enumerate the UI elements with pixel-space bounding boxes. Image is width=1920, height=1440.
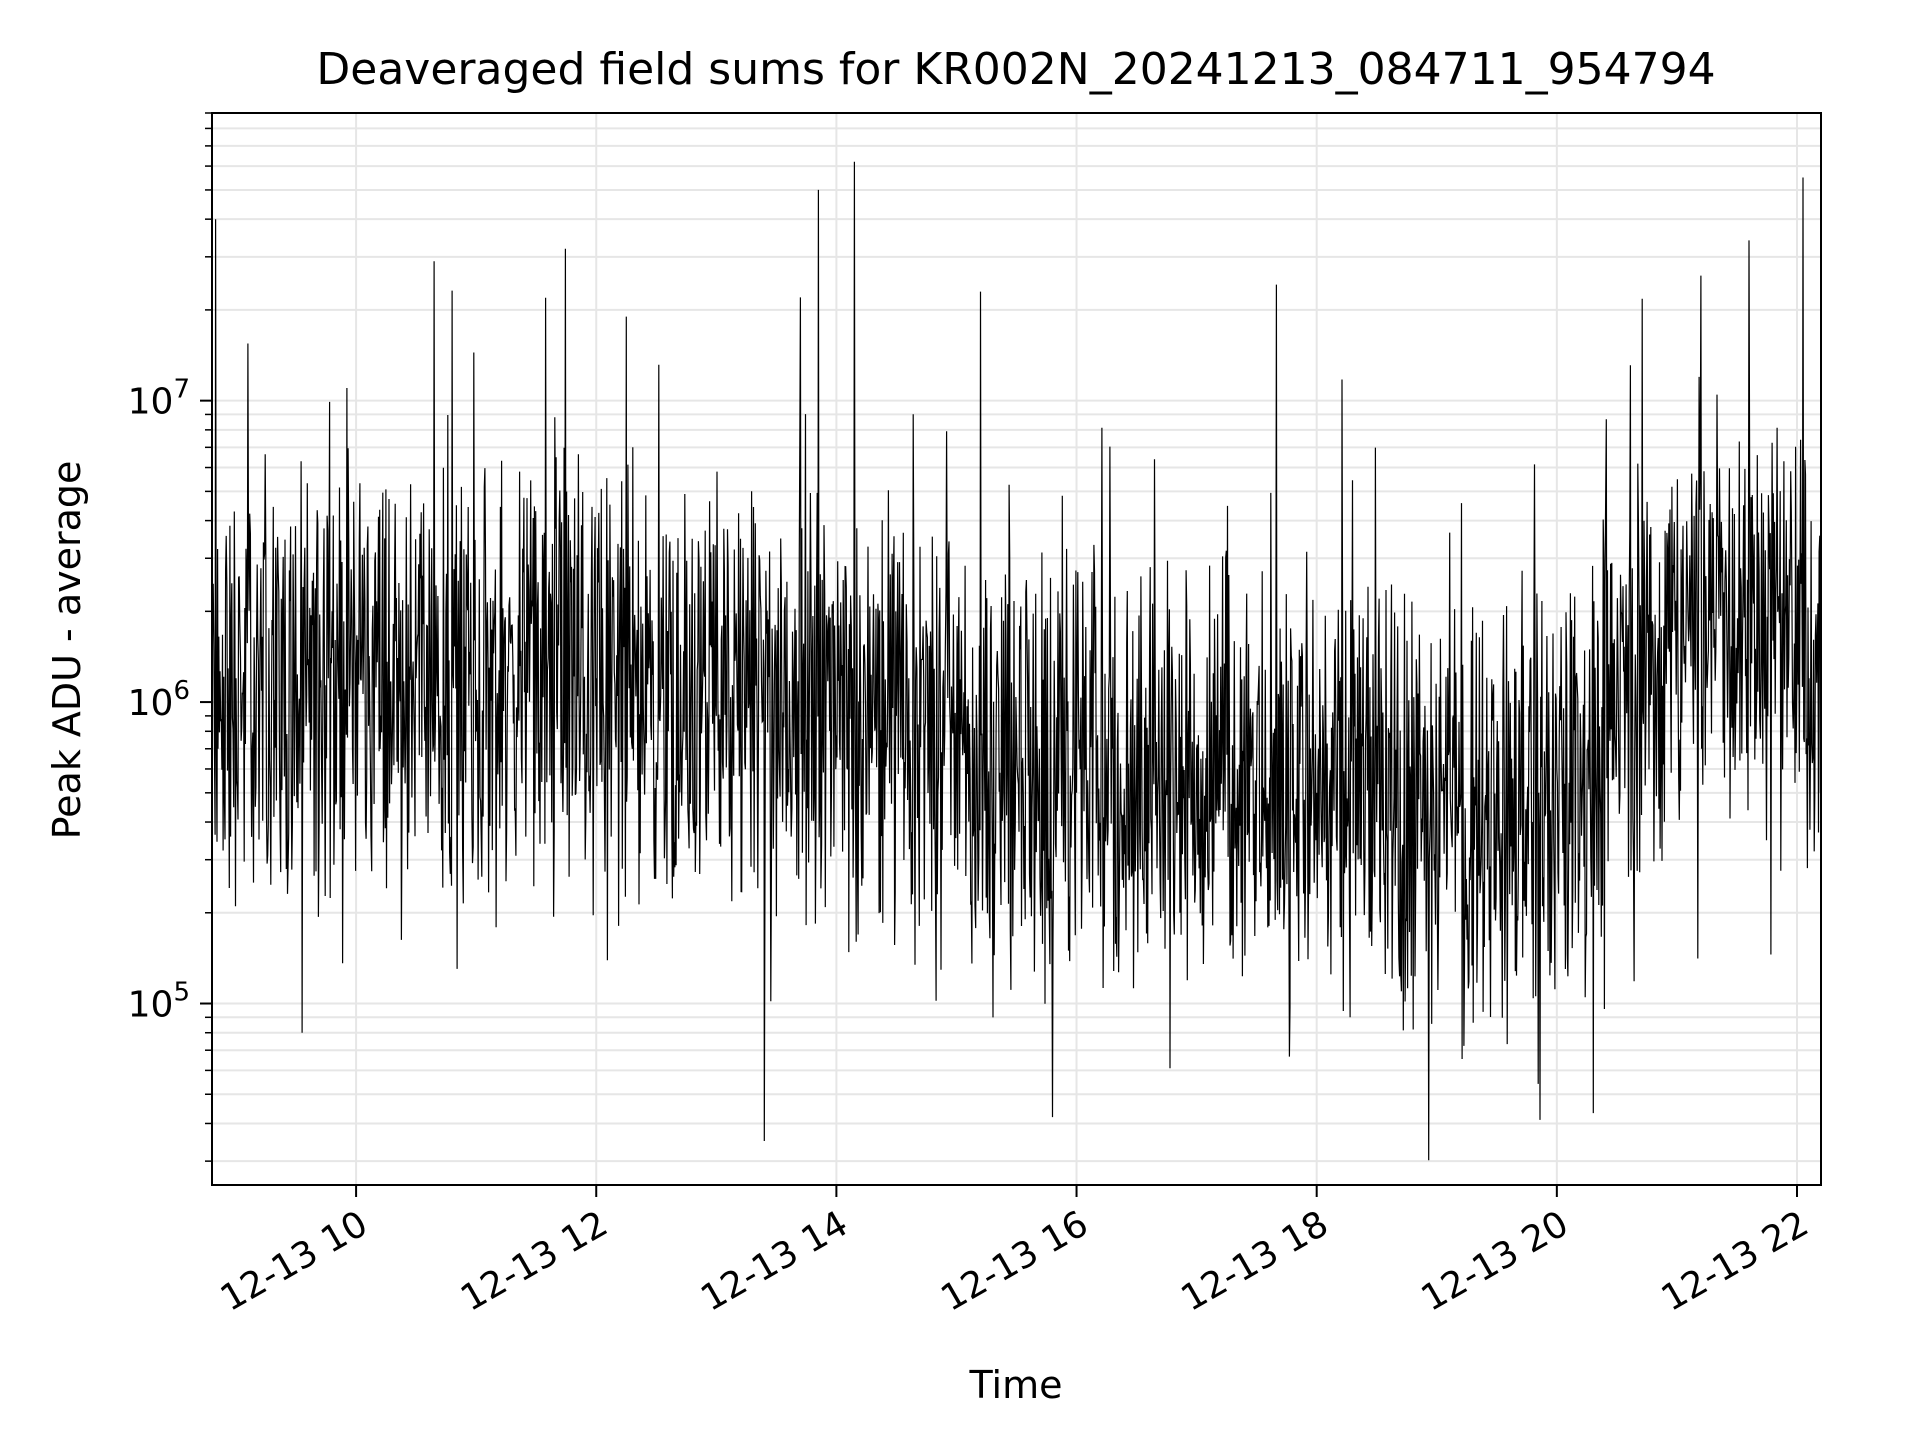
x-tick-label: 12-13 12 (454, 1203, 615, 1319)
y-tick-exponent: 7 (173, 375, 190, 405)
x-axis: 12-13 10 12-13 12 12-13 14 12-13 16 12-13 18… (214, 1185, 1816, 1320)
y-tick-exponent: 5 (173, 978, 190, 1008)
x-axis-label: Time (969, 1363, 1063, 1407)
x-tick-label: 12-13 18 (1175, 1203, 1336, 1319)
y-tick-base: 10 (128, 985, 174, 1026)
x-tick-label: 12-13 10 (214, 1203, 375, 1319)
y-tick-exponent: 6 (173, 676, 190, 706)
y-tick-base: 10 (128, 683, 174, 724)
y-tick-label: 106 (128, 676, 190, 724)
y-axis-label: Peak ADU - average (45, 461, 89, 840)
plot-frame (211, 112, 1822, 1186)
x-tick-label: 12-13 16 (934, 1203, 1095, 1319)
chart-title: Deaveraged field sums for KR002N_2024121… (316, 44, 1715, 95)
series-layer (211, 161, 1822, 1161)
y-tick-label: 105 (128, 978, 190, 1026)
y-tick-label: 107 (128, 375, 190, 423)
x-tick-label: 12-13 14 (694, 1203, 855, 1319)
x-tick-label: 12-13 22 (1655, 1203, 1816, 1319)
y-tick-base: 10 (128, 382, 174, 423)
series-line (211, 161, 1822, 1161)
x-tick-label: 12-13 20 (1415, 1203, 1576, 1319)
